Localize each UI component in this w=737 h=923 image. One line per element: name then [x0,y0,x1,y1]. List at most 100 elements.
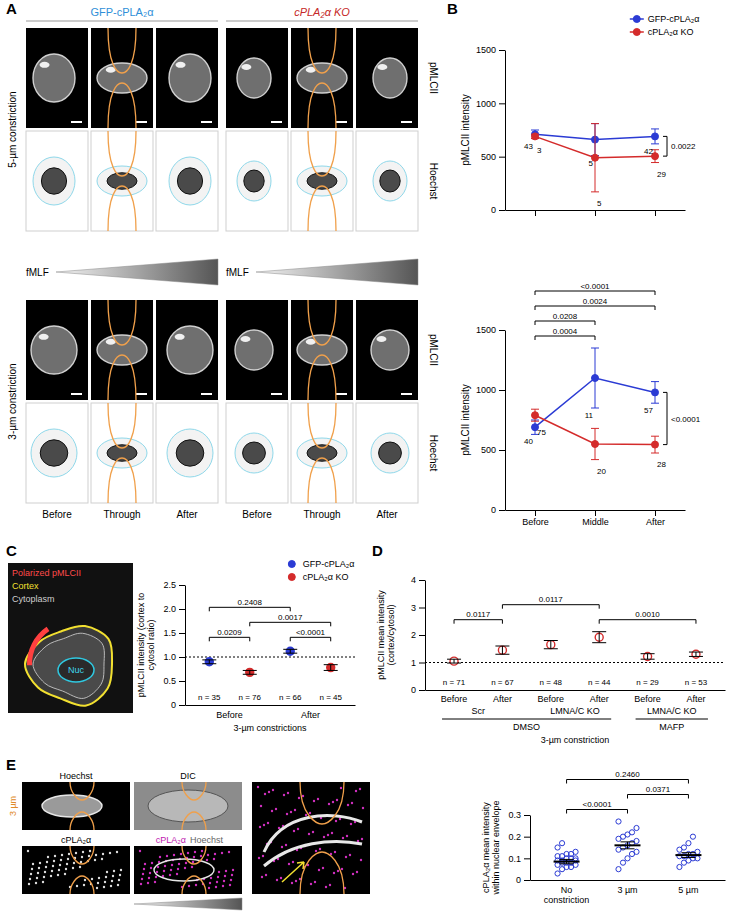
legend-label: GFP-cPLA₂α [648,14,700,24]
p-value: 0.0022 [671,142,696,151]
speckle [268,791,270,793]
speckle [193,856,195,858]
pmlcii-signal [40,62,50,68]
text-line: constriction [544,895,590,905]
error-bar [243,670,257,674]
scale-bar [336,121,347,123]
pmlcii-signal [39,334,49,340]
tick-label: 2 [411,630,416,640]
column-header: cPLA₂α KO [294,6,350,18]
speckle [109,852,111,854]
speckle [143,868,145,870]
chart: 01234pMLCII mean intensity(cortex/cytoso… [376,575,726,745]
speckle [302,795,304,797]
error-bar [681,853,695,858]
micrograph [134,846,242,894]
speckle [332,801,334,803]
tick-label: 1.5 [163,628,176,638]
tick: 2 [411,630,425,640]
speckle [264,793,266,795]
constriction-outline [308,28,336,128]
legend-item: cPLA₂α KO [630,27,694,37]
speckle [317,798,319,800]
speckle [216,881,218,883]
tick-label: 2.5 [163,580,176,590]
speckle [151,862,153,864]
tick: 1000 [476,385,505,395]
speckle [45,866,47,868]
n-label: n = 66 [279,693,302,702]
tick [655,210,656,216]
tick-label: 0 [491,205,496,215]
speckle [116,851,118,853]
speckle [362,807,364,809]
image-frame [156,300,218,400]
speckle [88,855,90,857]
tick: 0.2 [508,832,530,842]
schematic-label: Polarized pMLCII [12,568,81,578]
row-label: pMLCII [428,62,439,94]
speckle [76,885,78,887]
scale-bar [271,393,282,395]
speckle [275,808,277,810]
speckle [141,878,143,880]
tick-mark [179,657,185,658]
speckle [281,846,283,848]
error-bar [651,382,659,404]
tick-mark [499,103,505,104]
image-label: DIC [180,771,196,781]
speckle [50,875,52,877]
scale-bar [136,393,147,395]
speckle [331,832,333,834]
speckle [185,862,187,864]
p-value: 0.0004 [553,327,578,336]
n-label: 75 [537,428,546,437]
speckle [276,879,278,881]
cell-outline [31,429,77,477]
speckle [42,881,44,883]
speckle [218,871,220,873]
speckle [214,853,216,855]
speckle [166,855,168,857]
speckle [325,886,327,888]
panel-letter: E [6,756,16,773]
significance-bracket [209,607,290,611]
plot-area [425,632,725,665]
cell-outline [373,161,407,201]
speckle [280,877,282,879]
image-frame [252,782,370,894]
micrograph [226,131,288,231]
speckle [228,851,230,853]
speckle [178,863,180,865]
data-point [634,838,639,843]
speckle [157,866,159,868]
cell-outline [297,438,347,468]
group-label: Scr [471,706,485,716]
significance-bracket [535,306,655,310]
speckle [262,855,264,857]
data-point [634,825,639,830]
tick-label: After [646,517,665,527]
speckle [192,861,194,863]
tick-mark [535,510,536,516]
p-value: 0.2408 [238,598,263,607]
error-bar [202,660,216,664]
tick: Middle [582,510,609,527]
speckle [346,835,348,837]
legend-label: cPLA₂α KO [303,572,349,582]
error-bar [591,428,599,459]
nucleus [307,173,337,190]
speckle [111,880,113,882]
p-value: <0.0001 [582,800,612,809]
constriction-label: 3 µm [8,796,18,816]
panel-letter: C [6,542,17,559]
error-bar [531,409,539,421]
p-value: 0.0117 [466,610,490,619]
speckle [323,836,325,838]
header-rule [26,21,218,22]
panel-letter: A [6,0,17,17]
constriction-outline [108,28,136,128]
error-bar [689,652,703,656]
speckle [207,854,209,856]
micrograph [291,403,353,503]
